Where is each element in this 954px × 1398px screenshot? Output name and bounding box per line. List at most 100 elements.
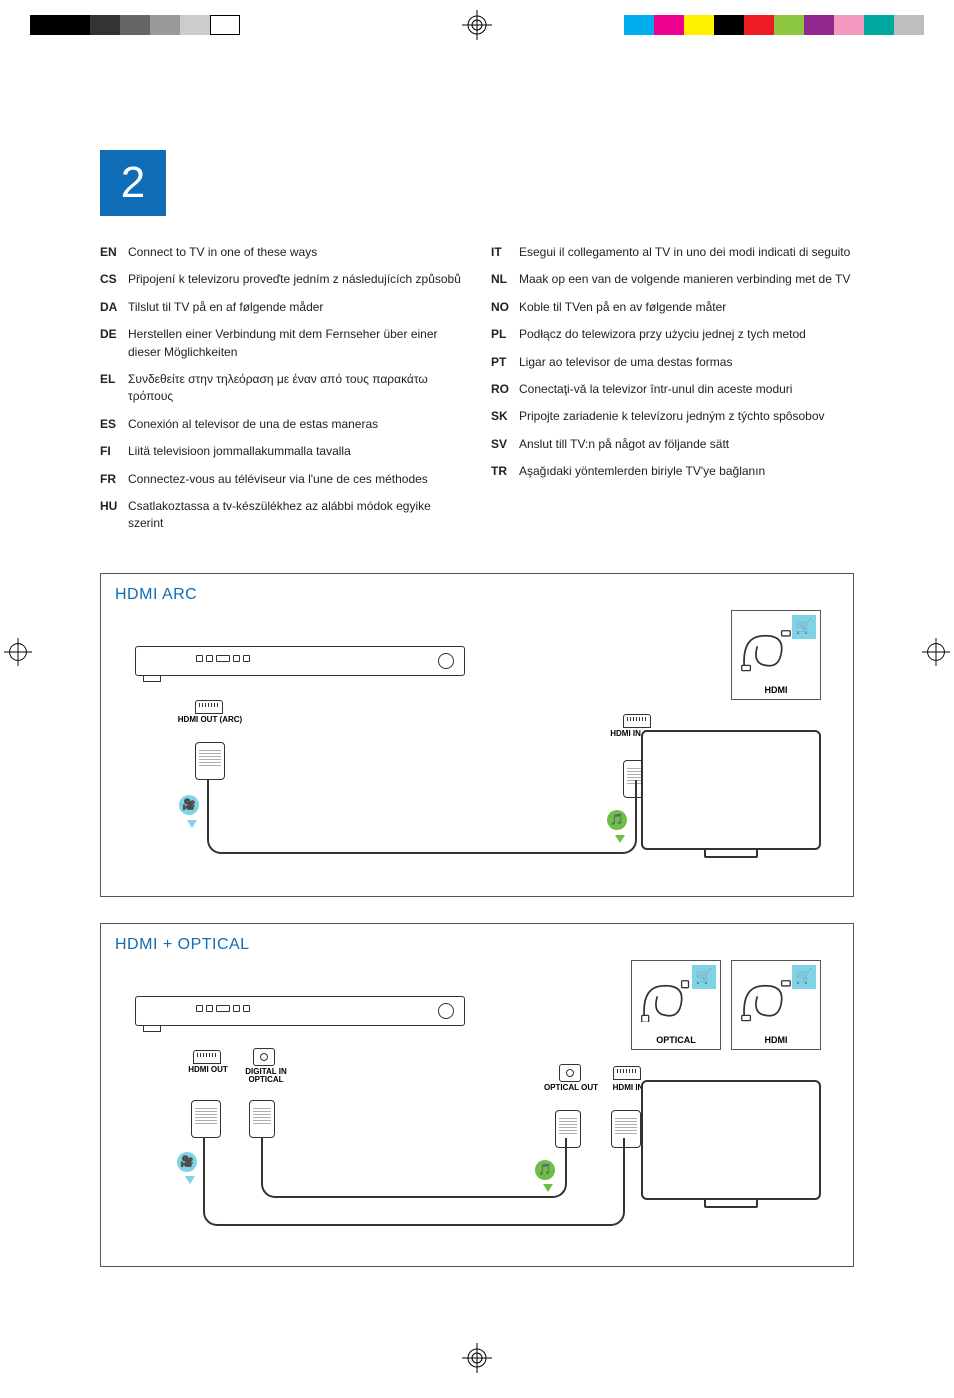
language-row: ESConexión al televisor de una de estas … — [100, 416, 463, 433]
language-row: SVAnslut till TV:n på något av följande … — [491, 436, 854, 453]
language-row: DEHerstellen einer Verbindung mit dem Fe… — [100, 326, 463, 361]
cable-product-box-optical: 🛒 OPTICAL — [631, 960, 721, 1050]
diagram-title: HDMI ARC — [115, 586, 839, 604]
hdmi-in-port — [623, 714, 651, 728]
hdmi-out-label: HDMI OUT — [181, 1066, 235, 1075]
cable-box-label: HDMI — [732, 1035, 820, 1045]
label-line2: OPTICAL — [248, 1075, 283, 1084]
language-text: Connect to TV in one of these ways — [128, 244, 463, 261]
language-code: NL — [491, 271, 519, 288]
language-code: EL — [100, 371, 128, 406]
swatch — [894, 15, 924, 35]
swatch — [624, 15, 654, 35]
language-row: PTLigar ao televisor de uma destas forma… — [491, 354, 854, 371]
language-text: Anslut till TV:n på något av följande sä… — [519, 436, 854, 453]
language-text: Conectaţi-vă la televizor într-unul din … — [519, 381, 854, 398]
language-code: FR — [100, 471, 128, 488]
swatch — [180, 15, 210, 35]
language-code: CS — [100, 271, 128, 288]
swatch — [120, 15, 150, 35]
optical-cable-path — [261, 1138, 567, 1198]
language-code: HU — [100, 498, 128, 533]
cable-product-box-hdmi: 🛒 HDMI — [731, 610, 821, 700]
cable-box-label: HDMI — [732, 685, 820, 695]
swatch — [744, 15, 774, 35]
language-code: DA — [100, 299, 128, 316]
diagram-hdmi-arc: HDMI ARC 🛒 HDMI HDMI OUT (ARC) 🎥 HDMI IN… — [100, 573, 854, 897]
language-instructions: ENConnect to TV in one of these waysCSPř… — [100, 244, 854, 543]
language-column-left: ENConnect to TV in one of these waysCSPř… — [100, 244, 463, 543]
language-code: RO — [491, 381, 519, 398]
hdmi-in-port — [613, 1066, 641, 1080]
language-row: HUCsatlakoztassa a tv-készülékhez az alá… — [100, 498, 463, 533]
hdmi-out-port — [195, 700, 223, 714]
language-text: Conexión al televisor de una de estas ma… — [128, 416, 463, 433]
language-text: Esegui il collegamento al TV in uno dei … — [519, 244, 854, 261]
language-row: ITEsegui il collegamento al TV in uno de… — [491, 244, 854, 261]
language-row: SKPripojte zariadenie k televízoru jedný… — [491, 408, 854, 425]
label-line1: DIGITAL IN — [245, 1067, 286, 1076]
language-row: ENConnect to TV in one of these ways — [100, 244, 463, 261]
language-row: NLMaak op een van de volgende manieren v… — [491, 271, 854, 288]
language-code: SV — [491, 436, 519, 453]
diagram-canvas: 🛒 HDMI HDMI OUT (ARC) 🎥 HDMI IN (ARC) 🎵 — [115, 610, 839, 880]
language-row: PLPodłącz do telewizora przy użyciu jedn… — [491, 326, 854, 343]
cable-product-box-hdmi: 🛒 HDMI — [731, 960, 821, 1050]
language-row: ELΣυνδεθείτε στην τηλεόραση με έναν από … — [100, 371, 463, 406]
shopping-cart-icon: 🛒 — [792, 615, 816, 639]
language-row: FRConnectez-vous au téléviseur via l'une… — [100, 471, 463, 488]
registration-mark-top — [462, 10, 492, 40]
player-foot — [143, 1026, 161, 1032]
swatch — [834, 15, 864, 35]
language-text: Tilslut til TV på en af følgende måder — [128, 299, 463, 316]
language-code: EN — [100, 244, 128, 261]
language-text: Aşağıdaki yöntemlerden biriyle TV'ye bağ… — [519, 463, 854, 480]
swatch — [684, 15, 714, 35]
player-device — [135, 996, 465, 1026]
optical-cable-icon — [640, 979, 692, 1022]
hdmi-plug-player-side — [191, 1100, 221, 1138]
language-row: ROConectaţi-vă la televizor într-unul di… — [491, 381, 854, 398]
print-registration-bar — [0, 0, 954, 50]
language-row: FILiitä televisioon jommallakummalla tav… — [100, 443, 463, 460]
step-number-badge: 2 — [100, 150, 166, 216]
hdmi-plug-player-side — [195, 742, 225, 780]
language-text: Connectez-vous au téléviseur via l'une d… — [128, 471, 463, 488]
optical-out-port — [559, 1064, 581, 1082]
swatch — [90, 15, 120, 35]
diagram-hdmi-optical: HDMI + OPTICAL 🛒 OPTICAL 🛒 HDMI HDMI OUT — [100, 923, 854, 1267]
diagram-canvas: 🛒 OPTICAL 🛒 HDMI HDMI OUT DIGITAL I — [115, 960, 839, 1250]
language-code: PT — [491, 354, 519, 371]
language-text: Ligar ao televisor de uma destas formas — [519, 354, 854, 371]
player-device — [135, 646, 465, 676]
color-swatches — [624, 15, 924, 35]
hdmi-cable-icon — [740, 979, 792, 1022]
language-code: PL — [491, 326, 519, 343]
language-text: Csatlakoztassa a tv-készülékhez az alább… — [128, 498, 463, 533]
swatch — [654, 15, 684, 35]
swatch — [774, 15, 804, 35]
language-column-right: ITEsegui il collegamento al TV in uno de… — [491, 244, 854, 543]
swatch — [714, 15, 744, 35]
video-icon: 🎥 — [179, 795, 199, 815]
language-text: Pripojte zariadenie k televízoru jedným … — [519, 408, 854, 425]
greyscale-swatches — [30, 15, 240, 35]
registration-mark-bottom — [0, 1333, 954, 1398]
language-text: Liitä televisioon jommallakummalla taval… — [128, 443, 463, 460]
swatch — [210, 15, 240, 35]
cable-box-label: OPTICAL — [632, 1035, 720, 1045]
shopping-cart-icon: 🛒 — [792, 965, 816, 989]
swatch — [30, 15, 60, 35]
optical-out-label: OPTICAL OUT — [541, 1084, 601, 1093]
swatch — [60, 15, 90, 35]
language-text: Připojení k televizoru proveďte jedním z… — [128, 271, 463, 288]
language-code: TR — [491, 463, 519, 480]
tv-device — [641, 730, 821, 850]
optical-in-port — [253, 1048, 275, 1066]
diagram-title: HDMI + OPTICAL — [115, 936, 839, 954]
hdmi-out-port — [193, 1050, 221, 1064]
language-text: Συνδεθείτε στην τηλεόραση με έναν από το… — [128, 371, 463, 406]
language-text: Maak op een van de volgende manieren ver… — [519, 271, 854, 288]
language-row: CSPřipojení k televizoru proveďte jedním… — [100, 271, 463, 288]
page-content: 2 ENConnect to TV in one of these waysCS… — [0, 50, 954, 1333]
